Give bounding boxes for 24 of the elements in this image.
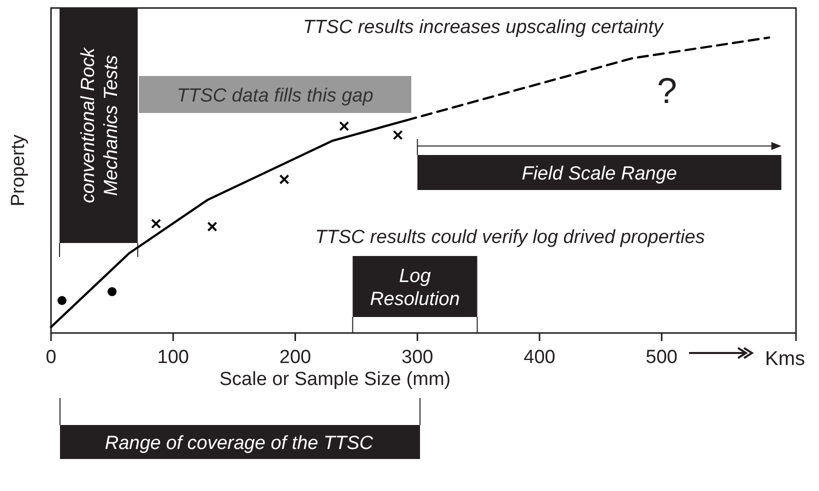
point (279, 174, 290, 184)
point (108, 287, 117, 296)
band-label: Field Scale Range (522, 164, 677, 184)
x-tick-label: 300 (402, 347, 434, 368)
x-axis-title: Scale or Sample Size (mm) (219, 369, 451, 390)
x-tick-label: 0 (46, 347, 56, 368)
x-tick-label: 100 (157, 347, 189, 368)
band-label: TTSC data fills this gap (176, 86, 374, 106)
annotation: ? (656, 70, 678, 111)
point (339, 121, 350, 132)
annotation: TTSC results could verify log drived properties (315, 227, 706, 248)
point (207, 222, 218, 232)
annotation: TTSC results increases upscaling certainty (302, 17, 665, 38)
text: Range of coverage of the TTSC (104, 433, 374, 454)
y-axis-title: Property (8, 134, 29, 206)
text: Kms (765, 348, 805, 370)
x-tick-label: 200 (279, 347, 312, 368)
point (392, 130, 403, 140)
x-tick-label: 500 (646, 347, 678, 368)
band-label: conventional Rock Mechanics Tests (78, 46, 122, 204)
x-tick-label: 400 (524, 347, 556, 368)
point (151, 218, 162, 229)
band-label: Log Resolution (370, 266, 460, 310)
point (57, 296, 66, 305)
